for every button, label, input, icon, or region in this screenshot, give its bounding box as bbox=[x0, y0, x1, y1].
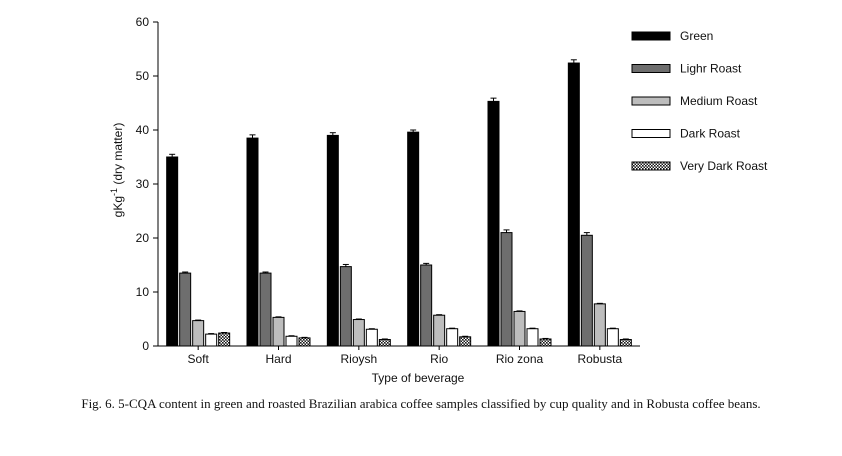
x-tick-label: Rioysh bbox=[340, 352, 377, 366]
x-tick-label: Rio zona bbox=[496, 352, 544, 366]
legend-label-very-dark-roast: Very Dark Roast bbox=[680, 159, 768, 173]
bar-very-dark-roast bbox=[619, 339, 632, 347]
x-tick-label: Hard bbox=[265, 352, 291, 366]
x-tick-labels: Soft Hard Rioysh Rio Rio zona Robusta bbox=[187, 346, 623, 366]
bar-dark-roast bbox=[606, 328, 619, 347]
y-tick-label: 60 bbox=[136, 15, 150, 29]
y-tick-label: 10 bbox=[136, 285, 150, 299]
legend-label-dark-roast: Dark Roast bbox=[680, 127, 741, 141]
legend-label-lighr-roast: Lighr Roast bbox=[680, 62, 742, 76]
bar-lighr-roast bbox=[259, 272, 272, 347]
y-tick-label: 40 bbox=[136, 123, 150, 137]
bar-lighr-roast bbox=[339, 266, 352, 347]
bar-lighr-roast bbox=[500, 232, 513, 347]
y-tick-label: 30 bbox=[136, 177, 150, 191]
y-axis-title-superscript: -1 bbox=[109, 188, 119, 196]
bar-medium-roast bbox=[192, 320, 205, 347]
x-tick-label: Soft bbox=[187, 352, 209, 366]
bar-dark-roast bbox=[365, 328, 378, 347]
bar-green bbox=[326, 134, 339, 347]
legend-swatch-lighr-roast bbox=[631, 64, 671, 73]
bar-lighr-roast bbox=[580, 234, 593, 347]
legend-label-medium-roast: Medium Roast bbox=[680, 94, 758, 108]
bar-dark-roast bbox=[205, 333, 218, 347]
y-axis-title-main: gKg bbox=[111, 196, 125, 217]
legend-swatch-dark-roast bbox=[631, 129, 671, 138]
bar-very-dark-roast bbox=[459, 336, 472, 347]
bar-green bbox=[487, 100, 500, 347]
figure-caption: Fig. 6. 5-CQA content in green and roast… bbox=[81, 396, 761, 411]
x-axis-title: Type of beverage bbox=[372, 371, 465, 385]
x-tick-label: Rio bbox=[430, 352, 448, 366]
bar-green bbox=[407, 131, 420, 347]
y-axis-title: gKg-1 (dry matter) bbox=[109, 123, 125, 218]
bar-very-dark-roast bbox=[378, 339, 391, 347]
y-tick-label: 20 bbox=[136, 231, 150, 245]
bar-medium-roast bbox=[352, 319, 365, 347]
legend-swatch-green bbox=[631, 31, 671, 41]
x-tick-label: Robusta bbox=[577, 352, 622, 366]
bar-very-dark-roast bbox=[298, 337, 311, 347]
bar-dark-roast bbox=[285, 335, 298, 347]
bar-lighr-roast bbox=[179, 272, 192, 347]
bar-lighr-roast bbox=[420, 264, 433, 347]
bars-layer bbox=[166, 59, 632, 347]
bar-very-dark-roast bbox=[218, 332, 231, 347]
bar-green bbox=[567, 62, 580, 347]
legend: Green Lighr Roast Medium Roast Dark Roast Ve… bbox=[631, 29, 768, 173]
legend-label-green: Green bbox=[680, 29, 713, 43]
axes: 0 10 20 30 40 50 60 bbox=[136, 15, 640, 353]
bar-medium-roast bbox=[513, 310, 526, 347]
bar-green bbox=[166, 156, 179, 347]
y-axis-title-unit: (dry matter) bbox=[111, 123, 125, 188]
bar-dark-roast bbox=[446, 328, 459, 347]
bar-very-dark-roast bbox=[539, 338, 552, 347]
bar-medium-roast bbox=[593, 303, 606, 347]
y-tick-label: 50 bbox=[136, 69, 150, 83]
y-tick-label: 0 bbox=[142, 339, 149, 353]
bar-medium-roast bbox=[433, 314, 446, 347]
legend-swatch-very-dark-roast bbox=[631, 161, 671, 171]
bar-medium-roast bbox=[272, 316, 285, 347]
legend-swatch-medium-roast bbox=[631, 96, 671, 106]
bar-dark-roast bbox=[526, 328, 539, 347]
bar-green bbox=[246, 137, 259, 347]
